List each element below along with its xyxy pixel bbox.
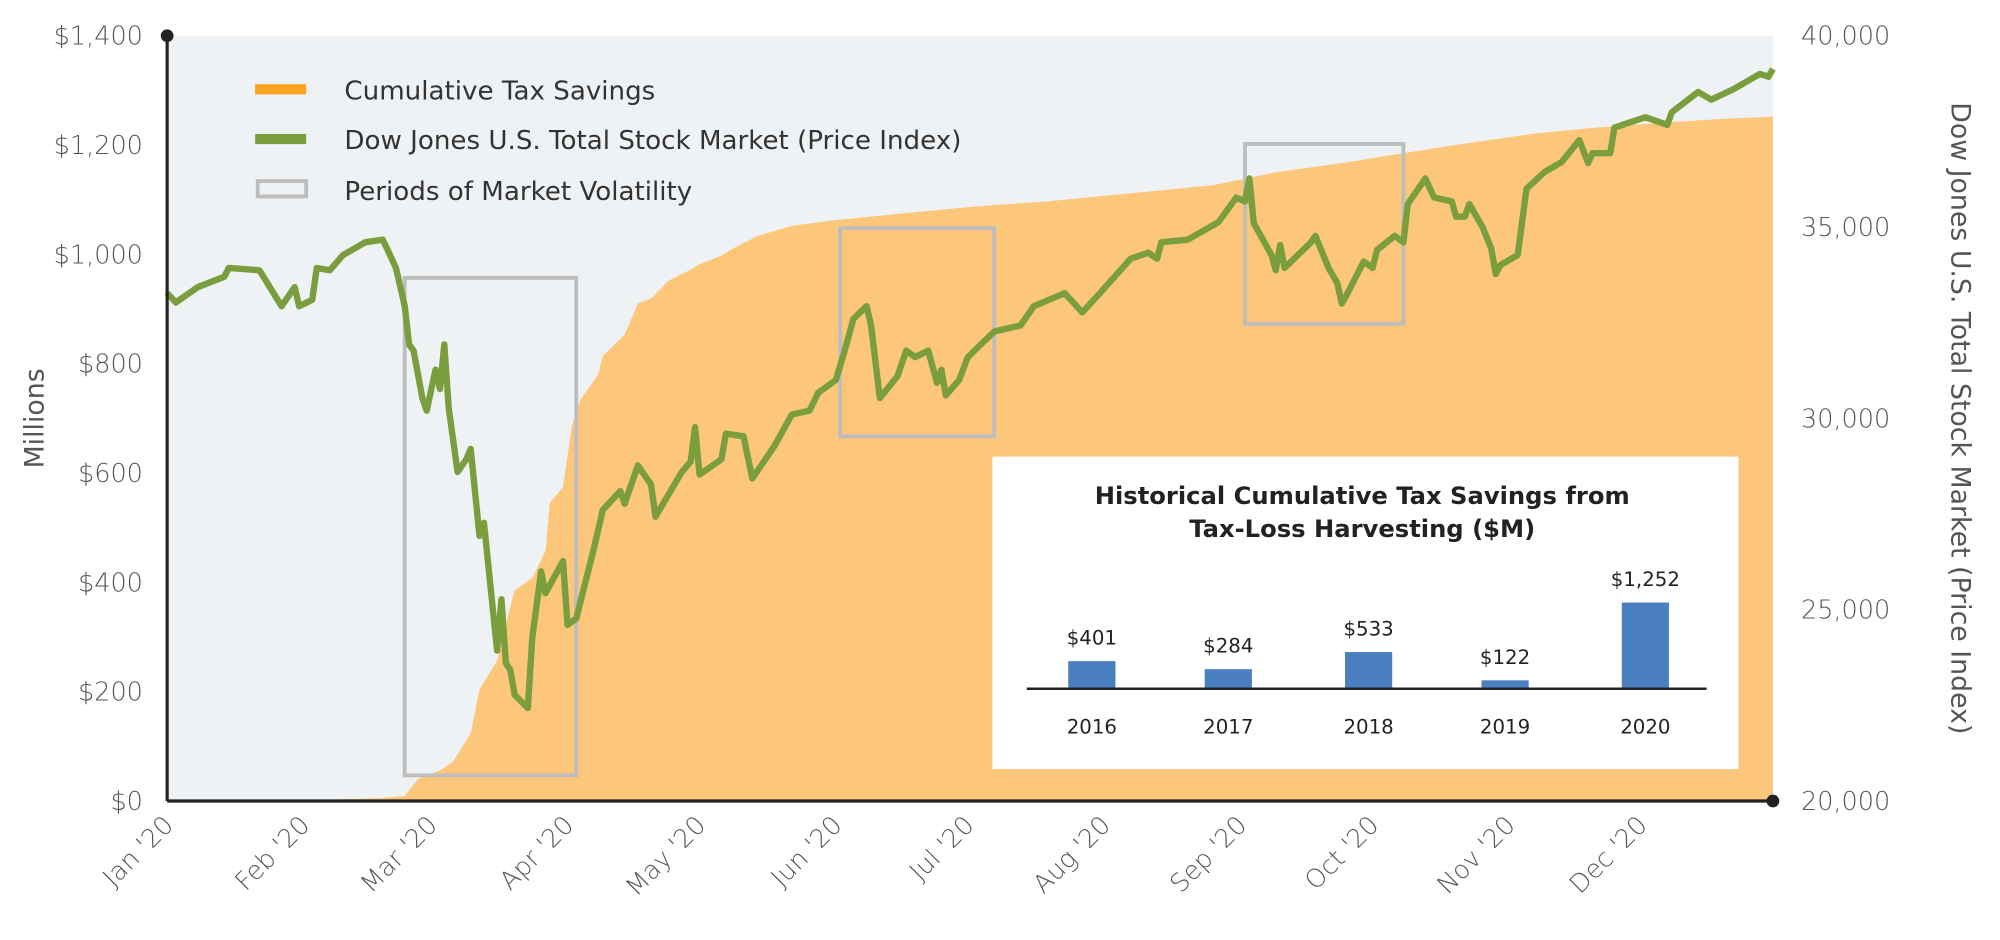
inset-bar-chart: Historical Cumulative Tax Savings from T…	[992, 456, 1739, 770]
y-left-tick-label: $0	[110, 787, 142, 817]
y-right-tick-label: 25,000	[1801, 596, 1890, 626]
y-left-tick-label: $1,000	[54, 240, 143, 270]
inset-category-label: 2018	[1343, 715, 1393, 738]
y-left-tick-label: $800	[78, 350, 143, 380]
inset-category-label: 2020	[1620, 715, 1670, 738]
legend-label-tax-savings: Cumulative Tax Savings	[344, 76, 655, 106]
inset-background	[992, 456, 1739, 770]
x-tick-label: Jul '20	[904, 810, 981, 887]
inset-bar-2020	[1621, 602, 1669, 689]
legend-swatch-tax-savings	[255, 84, 307, 95]
inset-bar-value-label: $1,252	[1611, 568, 1680, 591]
legend-swatch-dow-jones	[255, 133, 307, 145]
x-axis-end-dot	[1766, 794, 1780, 808]
inset-bar-value-label: $533	[1343, 617, 1393, 640]
inset-bar-2018	[1345, 652, 1393, 689]
legend: Cumulative Tax Savings Dow Jones U.S. To…	[255, 76, 961, 207]
x-tick-label: Mar '20	[355, 810, 444, 899]
y-right-tick-label: 35,000	[1801, 213, 1890, 243]
inset-title-line1: Historical Cumulative Tax Savings from	[1095, 482, 1630, 510]
x-tick-label: May '20	[620, 810, 712, 902]
x-tick-label: Apr '20	[494, 810, 580, 896]
y-right-tick-label: 30,000	[1801, 404, 1890, 434]
inset-category-label: 2016	[1067, 715, 1117, 738]
inset-bar-2016	[1068, 661, 1116, 689]
x-tick-label: Jun '20	[765, 810, 848, 893]
x-tick-label: Dec '20	[1564, 810, 1654, 900]
y-left-tick-label: $1,400	[54, 22, 143, 52]
dow-jones-line	[164, 67, 1776, 712]
x-tick-label: Feb '20	[229, 810, 316, 897]
inset-category-label: 2017	[1203, 715, 1253, 738]
y-right-tick-label: 40,000	[1801, 22, 1890, 52]
legend-label-volatility: Periods of Market Volatility	[344, 177, 692, 207]
y-left-tick-label: $400	[78, 568, 143, 598]
x-tick-label: Jan '20	[97, 810, 180, 893]
x-tick-label: Oct '20	[1299, 810, 1385, 896]
inset-bar-2017	[1204, 669, 1252, 689]
legend-label-dow-jones: Dow Jones U.S. Total Stock Market (Price…	[344, 126, 961, 156]
inset-bar-value-label: $122	[1480, 646, 1530, 669]
inset-bar-2019	[1481, 680, 1529, 689]
y-right-tick-label: 20,000	[1801, 787, 1890, 817]
inset-bar-value-label: $401	[1067, 627, 1117, 650]
left-axis-end-dot	[160, 29, 174, 43]
left-axis-title: Millions	[19, 368, 50, 468]
y-left-tick-label: $200	[78, 678, 143, 708]
x-tick-label: Sep '20	[1164, 810, 1253, 899]
y-left-tick-label: $1,200	[54, 131, 143, 161]
y-left-tick-label: $600	[78, 459, 143, 489]
right-axis-title: Dow Jones U.S. Total Stock Market (Price…	[1944, 102, 1975, 734]
volatility-box-1	[402, 276, 579, 778]
inset-category-label: 2019	[1480, 715, 1530, 738]
x-tick-label: Nov '20	[1432, 810, 1522, 900]
legend-swatch-volatility	[255, 179, 309, 199]
inset-title-line2: Tax-Loss Harvesting ($M)	[1189, 515, 1535, 543]
x-tick-label: Aug '20	[1027, 810, 1116, 899]
inset-bar-value-label: $284	[1203, 635, 1253, 658]
